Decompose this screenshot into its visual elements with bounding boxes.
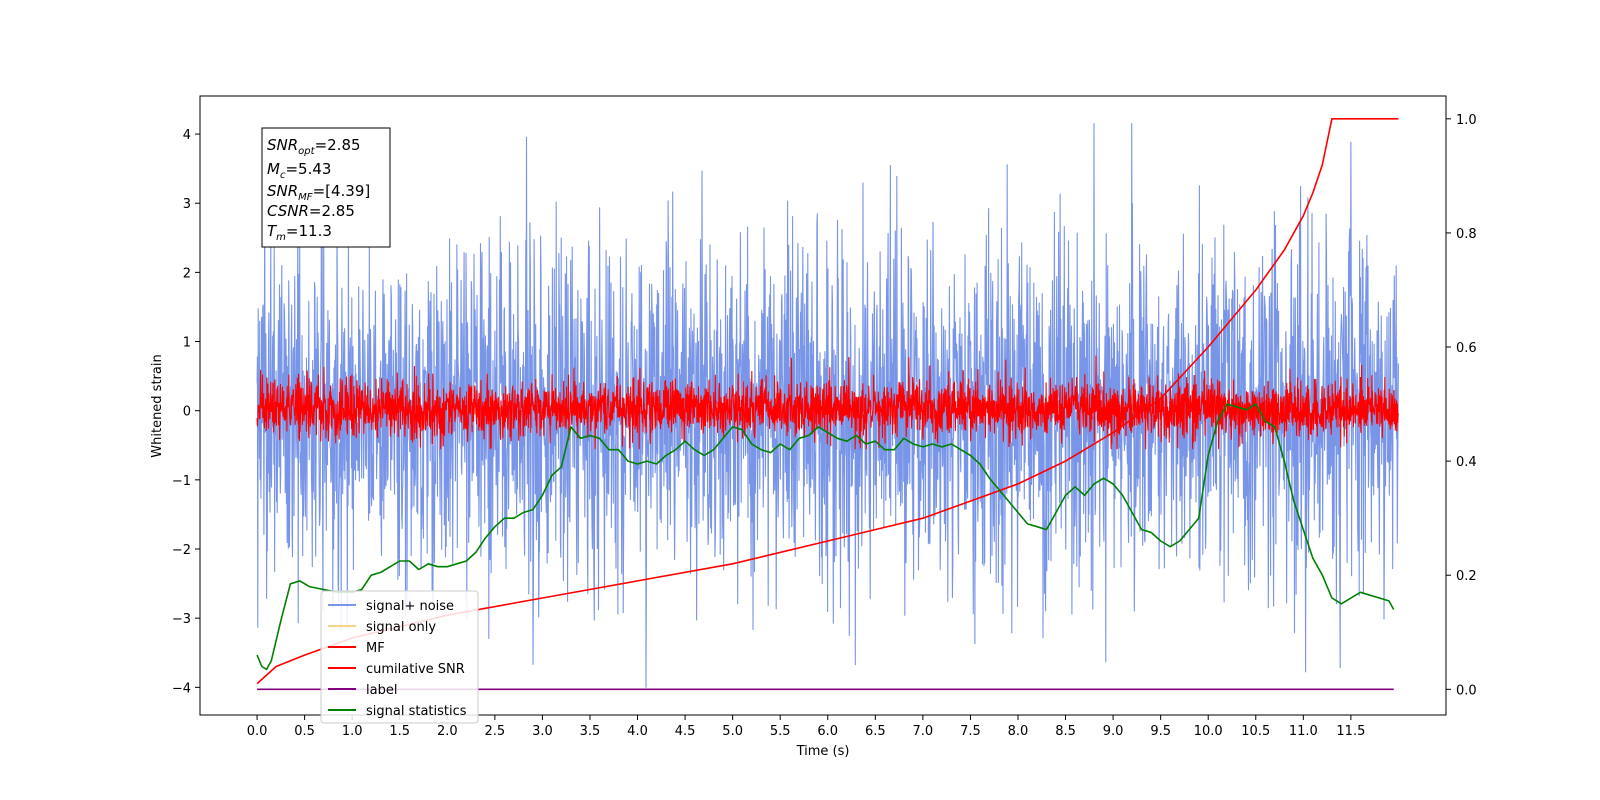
x-tick-label: 10.5 [1241,724,1270,739]
y-left-tick-label: 4 [183,128,191,143]
x-tick-label: 2.5 [485,724,506,739]
legend: signal+ noise signal only MF cumilative SNR… [320,590,479,724]
x-tick-label: 5.5 [770,724,791,739]
y-left-tick-label: 1 [183,336,191,351]
series-signal-statistics [256,403,1395,671]
x-tick-label: 9.5 [1150,724,1171,739]
x-axis-label: Time (s) [796,744,850,759]
y-left-tick-label: −2 [172,543,191,558]
x-tick-label: 8.0 [1008,724,1029,739]
legend-entry-label: signal statistics [366,704,467,719]
y-axis-left: −4 −3 −2 −1 0 1 2 3 4 [172,128,200,696]
x-tick-label: 5.0 [722,724,743,739]
x-tick-label: 6.5 [865,724,886,739]
x-tick-label: 6.0 [817,724,838,739]
y-axis-right: 0.0 0.2 0.4 0.6 0.8 1.0 [1446,113,1477,698]
x-tick-label: 4.0 [627,724,648,739]
y-axis-label: Whitened strain [150,354,165,457]
x-tick-label: 3.0 [532,724,553,739]
y-right-tick-label: 0.6 [1456,341,1477,356]
y-left-tick-label: 0 [183,405,191,420]
y-right-tick-label: 0.2 [1456,569,1477,584]
info-csnr: CSNR=2.85 [267,202,355,220]
y-right-tick-label: 0.0 [1456,683,1477,698]
y-left-tick-label: −1 [172,474,191,489]
x-tick-label: 0.0 [247,724,268,739]
x-tick-label: 1.0 [342,724,363,739]
legend-entry-label: cumilative SNR [366,662,465,677]
series-mf [256,355,1399,450]
x-tick-label: 3.5 [580,724,601,739]
y-right-tick-label: 0.8 [1456,227,1477,242]
y-right-tick-label: 0.4 [1456,455,1477,470]
y-left-tick-label: −4 [172,681,191,696]
info-box-frame [261,127,391,248]
info-box: SNRopt=2.85 Mc=5.43 SNRMF=[4.39] CSNR=2.… [261,127,391,248]
y-left-tick-label: 2 [183,266,191,281]
x-tick-label: 9.0 [1103,724,1124,739]
x-tick-label: 11.5 [1336,724,1365,739]
y-left-tick-label: 3 [183,197,191,212]
legend-entry-label: signal+ noise [366,599,454,614]
x-tick-label: 4.5 [675,724,696,739]
x-axis: 0.0 0.5 1.0 1.5 2.0 2.5 3.0 3.5 4.0 4.5 5.0 5.5 6.0 6… [247,715,1365,739]
x-tick-label: 7.5 [960,724,981,739]
y-left-tick-label: −3 [172,612,191,627]
legend-entry-label: signal only [366,620,436,635]
info-tm: Tm=11.3 [267,222,332,243]
legend-entry-label: MF [366,641,385,656]
x-tick-label: 1.5 [389,724,410,739]
plot-frame [199,95,1447,716]
info-snr-opt: SNRopt=2.85 [267,136,361,157]
y-right-tick-label: 1.0 [1456,113,1477,128]
x-tick-label: 0.5 [294,724,315,739]
info-snr-mf: SNRMF=[4.39] [267,182,370,203]
legend-frame [320,590,479,724]
legend-entry-label: label [366,683,397,698]
x-tick-label: 7.0 [913,724,934,739]
x-tick-label: 8.5 [1055,724,1076,739]
info-mc: Mc=5.43 [267,160,331,181]
x-tick-label: 10.0 [1194,724,1223,739]
x-tick-label: 11.0 [1289,724,1318,739]
x-tick-label: 2.0 [437,724,458,739]
